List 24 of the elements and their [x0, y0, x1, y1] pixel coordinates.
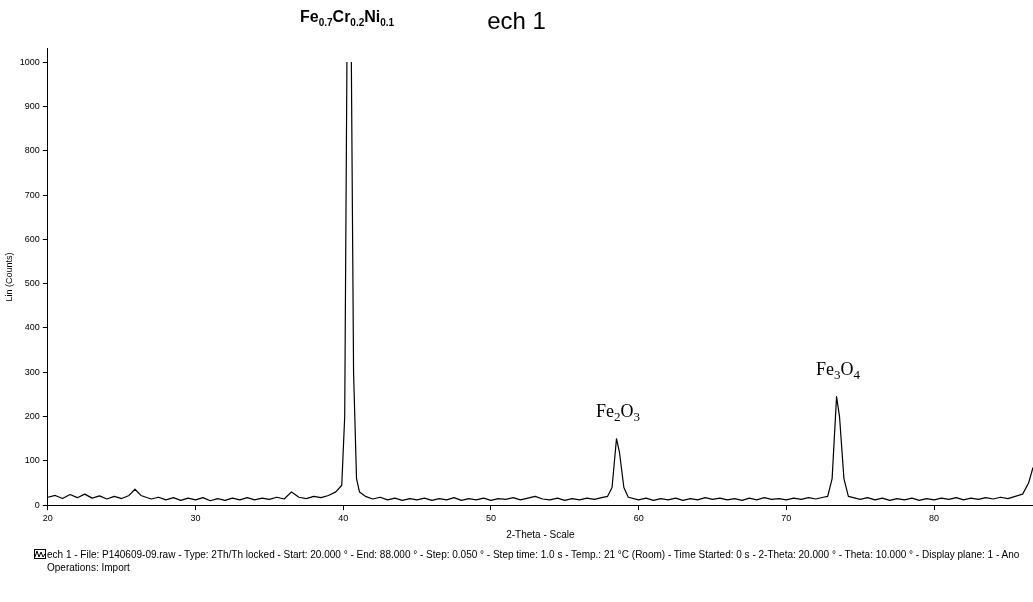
- text: ech 1 - File: P140609-09.raw - Type: 2Th/Th locked - Start: 20.000 ° - End: 88.000 ° - Step: 0.050 ° - Step time: 1.0 s - Temp.: 21 °C (Room) - Time Started: 0 s - 2-Theta: 20.000 ° - Theta: 10.000 ° - Display plane: 1 - Ano: [47, 548, 1020, 561]
- y-tick-label: 0: [34, 499, 40, 510]
- x-tick-label: 80: [929, 513, 940, 524]
- y-tick-label: 800: [24, 145, 40, 156]
- text: Operations: Import: [47, 561, 131, 574]
- x-tick-label: 40: [338, 513, 349, 524]
- y-tick-label: 200: [24, 411, 40, 422]
- y-tick-label: 500: [24, 278, 40, 289]
- x-tick-label: 60: [633, 513, 644, 524]
- y-axis-title: Lin (Counts): [3, 252, 14, 302]
- x-tick-label: 50: [485, 513, 496, 524]
- y-tick-label: 400: [24, 322, 40, 333]
- chart-title: ech 1: [487, 7, 546, 35]
- x-tick-label: 70: [781, 513, 792, 524]
- x-tick-label: 30: [190, 513, 201, 524]
- y-tick-label: 900: [24, 100, 40, 111]
- y-tick-label: 300: [24, 366, 40, 377]
- x-tick-label: 20: [42, 513, 53, 524]
- x-axis-title: 2-Theta - Scale: [506, 528, 576, 540]
- y-tick-label: 600: [24, 233, 40, 244]
- y-tick-label: 1000: [19, 56, 40, 67]
- text: Fe$_{0.7}$Cr$_{0.2}$Ni$_{0.1}$: [300, 8, 395, 29]
- y-tick-label: 700: [24, 189, 40, 200]
- y-tick-label: 100: [24, 455, 40, 466]
